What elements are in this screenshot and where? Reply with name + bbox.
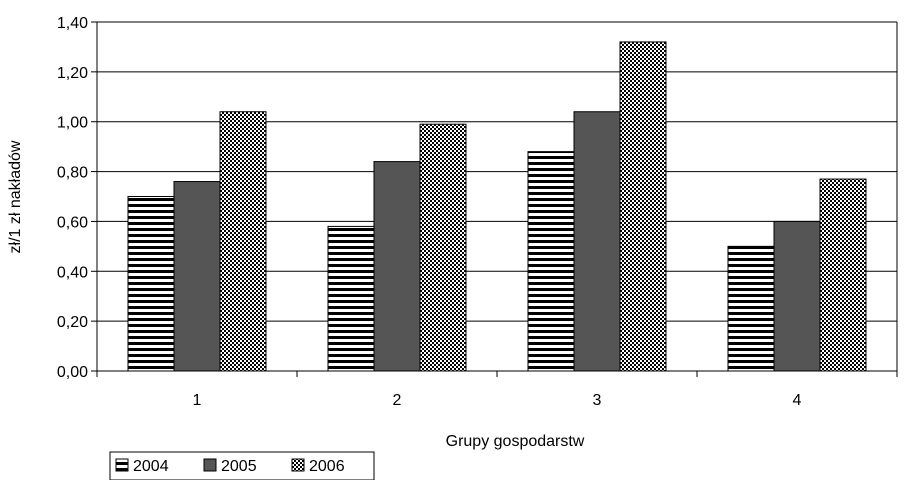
bar-2006-2 — [419, 123, 467, 372]
legend-label-2005: 2005 — [221, 458, 257, 475]
bar-2004-3 — [527, 151, 575, 372]
bars-group — [127, 41, 867, 372]
legend-swatch-2004 — [115, 458, 129, 472]
x-tick-label: 2 — [393, 392, 402, 409]
y-tick-label: 1,20 — [57, 65, 88, 82]
bar-2005-4 — [773, 220, 821, 372]
bar-2005-3 — [573, 111, 621, 372]
legend-label-2004: 2004 — [133, 458, 169, 475]
y-tick-label: 0,80 — [57, 165, 88, 182]
legend: 2004 2005 2006 — [109, 451, 375, 480]
y-tick-label: 0,20 — [57, 314, 88, 331]
x-tick-label: 1 — [193, 392, 202, 409]
bar-2005-2 — [373, 161, 421, 372]
y-axis-label: zł/1 zł nakładów — [7, 140, 24, 253]
x-tick-labels: 1 2 3 4 — [193, 392, 802, 409]
x-tick-label: 3 — [593, 392, 602, 409]
bar-2006-1 — [219, 111, 267, 372]
legend-box — [109, 451, 375, 480]
legend-swatch-2006 — [291, 458, 305, 472]
axes — [91, 21, 898, 377]
y-tick-label: 0,40 — [57, 264, 88, 281]
x-axis-label: Grupy gospodarstw — [446, 433, 585, 450]
y-tick-labels: 0,00 0,20 0,40 0,60 0,80 1,00 1,20 1,40 — [57, 15, 88, 381]
bar-2006-3 — [619, 41, 667, 372]
bar-2004-4 — [727, 245, 775, 372]
y-tick-label: 0,60 — [57, 214, 88, 231]
y-tick-label: 1,40 — [57, 15, 88, 32]
bar-2004-2 — [327, 225, 375, 372]
bar-2006-4 — [819, 178, 867, 372]
y-tick-label: 0,00 — [57, 364, 88, 381]
legend-swatch-2005 — [203, 458, 217, 472]
bar-2005-1 — [173, 181, 221, 372]
x-tick-label: 4 — [793, 392, 802, 409]
bar-2004-1 — [127, 196, 175, 372]
y-tick-label: 1,00 — [57, 115, 88, 132]
legend-label-2006: 2006 — [309, 458, 345, 475]
